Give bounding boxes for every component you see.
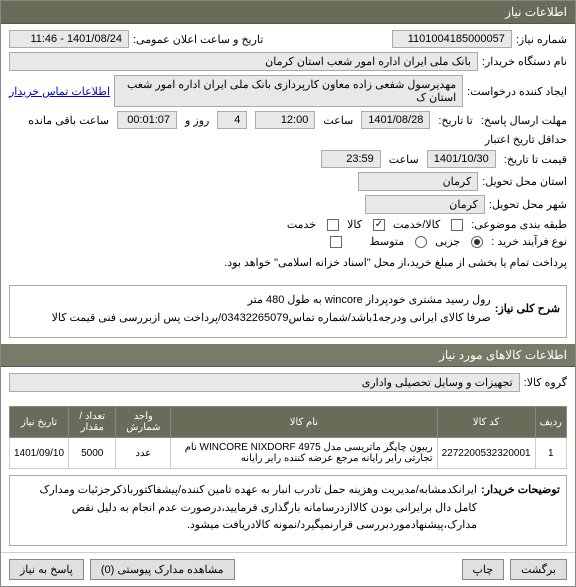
deadline-date: 1401/08/28 — [361, 111, 430, 129]
cell-date: 1401/09/10 — [10, 438, 69, 469]
items-header: اطلاعات کالاهای مورد نیاز — [1, 344, 575, 367]
creator-label: ایجاد کننده درخواست: — [467, 85, 567, 98]
cat-service-label: کالا/خدمت — [393, 218, 440, 231]
cell-name: ریبون چاپگر ماتریسی مدل WINCORE NIXDORF … — [171, 438, 437, 469]
group-label: گروه کالا: — [524, 376, 567, 389]
process-label: نوع فرآیند خرید : — [491, 235, 567, 248]
need-number-label: شماره نیاز: — [516, 33, 567, 46]
payment-checkbox[interactable] — [330, 236, 342, 248]
proc-partial-radio[interactable] — [471, 236, 483, 248]
proc-medium-radio[interactable] — [415, 236, 427, 248]
cell-idx: 1 — [535, 438, 566, 469]
cat-svc-label: خدمت — [287, 218, 316, 231]
credit-time: 23:59 — [321, 150, 381, 168]
main-header: اطلاعات نیاز — [1, 1, 575, 24]
creator-value: مهدیرسول شفعی زاده معاون کارپردازی بانک … — [114, 75, 463, 107]
back-button[interactable]: برگشت — [510, 559, 567, 580]
cell-code: 2272200532320001 — [437, 438, 535, 469]
credit-to-label: قیمت تا تاریخ: — [504, 153, 567, 166]
main-desc-line2: صرفا کالای ایرانی ودرجه1باشد/شماره تماس0… — [16, 310, 491, 328]
deadline-time: 12:00 — [255, 111, 315, 129]
public-date-value: 1401/08/24 - 11:46 — [9, 30, 129, 48]
table-row: 1 2272200532320001 ریبون چاپگر ماتریسی م… — [10, 438, 567, 469]
main-desc-label: شرح کلی نیاز: — [495, 301, 560, 319]
col-code: کد کالا — [437, 407, 535, 438]
days-label: روز و — [185, 114, 209, 127]
proc-partial-label: جزیی — [435, 235, 460, 248]
province-value: کرمان — [358, 172, 478, 191]
city-value: کرمان — [365, 195, 485, 214]
cat-goods-label: کالا — [347, 218, 362, 231]
contact-link[interactable]: اطلاعات تماس خریدار — [9, 85, 110, 98]
col-name: نام کالا — [171, 407, 437, 438]
attachments-count: (0) — [101, 564, 114, 576]
payment-note: پرداخت تمام یا بخشی از مبلغ خرید،از محل … — [224, 256, 567, 269]
col-qty: تعداد / مقدار — [69, 407, 116, 438]
public-date-label: تاریخ و ساعت اعلان عمومی: — [133, 33, 263, 46]
deadline-time-label: ساعت — [323, 114, 353, 127]
buyer-notes-label: توضیحات خریدار: — [481, 482, 560, 500]
days-count: 4 — [217, 111, 247, 129]
credit-label: حداقل تاریخ اعتبار — [485, 133, 567, 146]
print-button[interactable]: چاپ — [462, 559, 505, 580]
reply-button[interactable]: پاسخ به نیاز — [9, 559, 84, 580]
col-date: تاریخ نیاز — [10, 407, 69, 438]
need-number-value: 1101004185000057 — [392, 30, 512, 48]
cat-service-checkbox[interactable] — [451, 219, 463, 231]
buyer-notes-text: ایرانکدمشابه/مدیریت وهزینه حمل تادرب انب… — [16, 482, 477, 535]
cell-unit: عدد — [116, 438, 171, 469]
time-remaining: 00:01:07 — [117, 111, 177, 129]
device-name-value: بانک ملی ایران اداره امور شعب استان کرما… — [9, 52, 478, 71]
credit-date: 1401/10/30 — [427, 150, 496, 168]
proc-medium-label: متوسط — [370, 235, 405, 248]
items-table: ردیف کد کالا نام کالا واحد شمارش تعداد /… — [9, 406, 567, 469]
device-name-label: نام دستگاه خریدار: — [482, 55, 567, 68]
province-label: استان محل تحویل: — [482, 175, 567, 188]
col-idx: ردیف — [535, 407, 566, 438]
city-label: شهر محل تحویل: — [489, 198, 567, 211]
col-unit: واحد شمارش — [116, 407, 171, 438]
main-desc-line1: رول رسید مشتری خودپرداز wincore به طول 4… — [16, 292, 491, 310]
cat-goods-checkbox[interactable] — [373, 219, 385, 231]
deadline-label: مهلت ارسال پاسخ: — [481, 114, 567, 127]
group-value: تجهیزات و وسایل تحصیلی واداری — [9, 373, 520, 392]
category-label: طبقه بندی موضوعی: — [471, 218, 567, 231]
attachments-button[interactable]: مشاهده مدارک پیوستی (0) — [90, 559, 235, 580]
time-remain-label: ساعت باقی مانده — [28, 114, 109, 127]
attachments-label: مشاهده مدارک پیوستی — [117, 564, 223, 576]
deadline-to-label: تا تاریخ: — [438, 114, 472, 127]
cat-svc-checkbox[interactable] — [327, 219, 339, 231]
credit-time-label: ساعت — [389, 153, 419, 166]
cell-qty: 5000 — [69, 438, 116, 469]
